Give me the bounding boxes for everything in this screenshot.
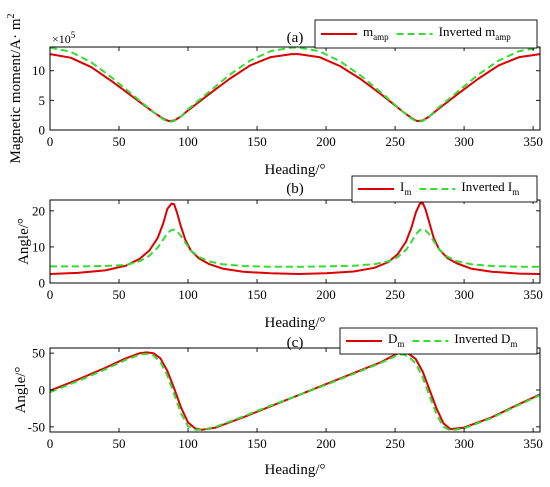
y-axis-label: Angle/° bbox=[13, 367, 29, 414]
x-tick-label: 250 bbox=[385, 134, 405, 149]
legend: mamp Inverted mamp bbox=[314, 19, 538, 49]
y-tick-label: 10 bbox=[32, 239, 45, 254]
x-axis-label: Heading/° bbox=[265, 462, 326, 478]
y-axis-label: Magnetic moment/A· m2 bbox=[6, 14, 24, 164]
x-tick-label: 250 bbox=[385, 287, 405, 302]
x-tick-label: 150 bbox=[247, 287, 267, 302]
panel-c: 0 50 100 150 200 250 300 350-50050(c)Heading/°A… bbox=[13, 327, 543, 478]
x-tick-label: 100 bbox=[178, 287, 198, 302]
panel-a: 0 50 100 150 200 250 300 350 0 5 10 ×105 (a) Heading/… bbox=[6, 14, 543, 178]
y-tick-label: 0 bbox=[39, 383, 46, 398]
x-tick-label: 350 bbox=[523, 436, 543, 451]
x-tick-label: 0 bbox=[47, 134, 54, 149]
x-axis-label: Heading/° bbox=[265, 315, 326, 331]
y-axis-label: Angle/° bbox=[16, 218, 32, 265]
y-tick-label: 0 bbox=[39, 123, 46, 138]
x-tick-label: 0 bbox=[47, 287, 54, 302]
x-tick-label: 200 bbox=[316, 134, 336, 149]
y-tick-label: 5 bbox=[39, 93, 46, 108]
x-tick-label: 100 bbox=[178, 134, 198, 149]
x-tick-label: 200 bbox=[316, 436, 336, 451]
y-tick-label: 20 bbox=[32, 203, 45, 218]
y-tick-label: 50 bbox=[32, 346, 45, 361]
legend-label-inverted: Inverted Dm bbox=[454, 331, 517, 349]
x-tick-label: 100 bbox=[178, 436, 198, 451]
panel-b: 0 50 100 150 200 250 300 350 0 10 20 (b) Heading/° An… bbox=[16, 175, 543, 331]
series-line-inverted bbox=[49, 352, 541, 432]
x-tick-label: 300 bbox=[454, 134, 474, 149]
series-line-measured bbox=[49, 351, 541, 431]
y-tick-label: -50 bbox=[28, 419, 45, 434]
series-line-measured bbox=[49, 201, 541, 275]
legend-label-inverted: Inverted mamp bbox=[439, 24, 512, 42]
panel-label: (c) bbox=[287, 335, 304, 351]
x-tick-label: 50 bbox=[113, 134, 126, 149]
series-line-measured bbox=[49, 53, 541, 123]
panel-label: (a) bbox=[287, 30, 304, 46]
axes-frame bbox=[49, 199, 541, 284]
x-tick-label: 300 bbox=[454, 436, 474, 451]
y-tick-label: 0 bbox=[39, 276, 46, 291]
legend: Dm Inverted Dm bbox=[339, 327, 538, 355]
axes-frame bbox=[49, 46, 541, 131]
legend: Im Inverted Im bbox=[351, 175, 538, 203]
series-line-inverted bbox=[49, 46, 541, 123]
x-tick-label: 350 bbox=[523, 134, 543, 149]
legend-label-inverted: Inverted Im bbox=[461, 179, 519, 197]
x-tick-label: 50 bbox=[113, 436, 126, 451]
legend-label-measured: Dm bbox=[388, 331, 404, 349]
x-tick-label: 150 bbox=[247, 134, 267, 149]
y-tick-label: 10 bbox=[32, 63, 45, 78]
x-tick-label: 350 bbox=[523, 287, 543, 302]
x-tick-label: 150 bbox=[247, 436, 267, 451]
legend-label-measured: mamp bbox=[363, 24, 389, 42]
x-axis-label: Heading/° bbox=[265, 162, 326, 178]
y-exponent-label: ×105 bbox=[52, 30, 76, 46]
series-line-inverted bbox=[50, 227, 540, 268]
x-tick-label: 0 bbox=[47, 436, 54, 451]
x-tick-label: 250 bbox=[385, 436, 405, 451]
x-tick-label: 200 bbox=[316, 287, 336, 302]
x-tick-label: 300 bbox=[454, 287, 474, 302]
panel-label: (b) bbox=[286, 181, 304, 197]
x-tick-label: 50 bbox=[113, 287, 126, 302]
legend-label-measured: Im bbox=[400, 179, 411, 197]
